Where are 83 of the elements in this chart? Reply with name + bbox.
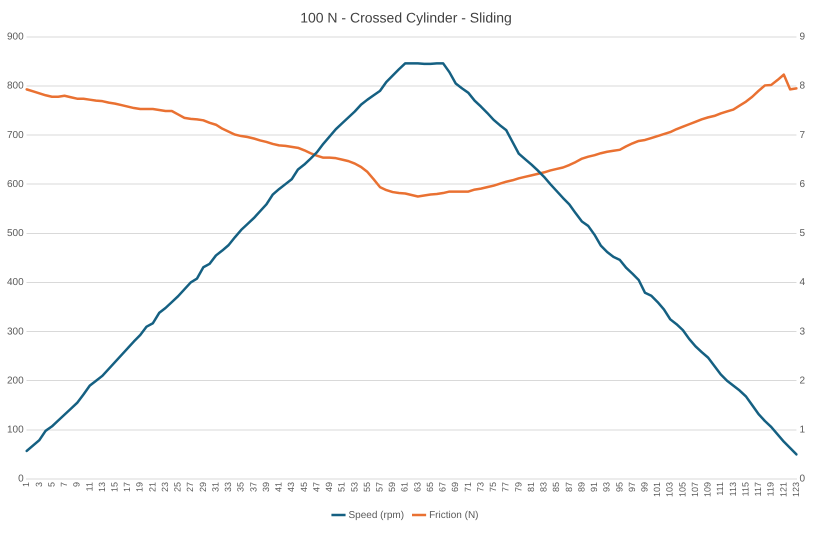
x-tick-label: 97 <box>626 482 637 492</box>
x-tick-label: 107 <box>690 482 700 498</box>
x-tick-label: 121 <box>778 482 788 498</box>
legend-label: Speed (rpm) <box>348 510 404 521</box>
x-tick-label: 63 <box>412 482 422 492</box>
x-tick-label: 17 <box>122 482 132 492</box>
x-tick-label: 65 <box>424 482 435 492</box>
x-tick-label: 9 <box>72 482 82 487</box>
x-tick-label: 105 <box>677 482 688 498</box>
x-tick-label: 101 <box>652 482 662 498</box>
y2-tick-label: 3 <box>799 326 806 338</box>
x-tick-label: 93 <box>602 482 612 492</box>
x-tick-label: 11 <box>84 482 94 492</box>
x-tick-label: 85 <box>551 482 562 492</box>
x-tick-label: 33 <box>223 482 234 492</box>
x-tick-label: 41 <box>274 482 284 492</box>
y-tick-label: 800 <box>6 80 24 92</box>
x-tick-label: 79 <box>513 482 524 492</box>
x-tick-label: 67 <box>438 482 448 492</box>
x-tick-label: 21 <box>147 482 158 492</box>
x-tick-label: 123 <box>790 482 801 498</box>
legend-label: Friction (N) <box>429 510 479 521</box>
x-tick-label: 83 <box>538 482 549 492</box>
x-tick-label: 7 <box>59 482 70 487</box>
x-tick-label: 43 <box>286 482 296 492</box>
x-tick-label: 103 <box>664 482 675 498</box>
x-tick-label: 115 <box>740 482 750 496</box>
y-tick-label: 300 <box>6 326 24 338</box>
x-tick-label: 109 <box>702 482 713 498</box>
chart-title: 100 N - Crossed Cylinder - Sliding <box>300 9 512 26</box>
x-tick-label: 49 <box>324 482 334 492</box>
x-tick-label: 39 <box>260 482 271 492</box>
y2-tick-label: 9 <box>799 32 806 43</box>
x-tick-label: 61 <box>400 482 410 492</box>
x-tick-label: 45 <box>298 482 309 492</box>
x-tick-label: 77 <box>500 482 511 492</box>
x-tick-label: 27 <box>185 482 196 492</box>
x-tick-label: 111 <box>715 482 726 496</box>
x-tick-label: 47 <box>311 482 322 492</box>
x-tick-label: 57 <box>374 482 384 492</box>
x-tick-label: 89 <box>576 482 586 492</box>
x-tick-label: 75 <box>488 482 498 492</box>
x-tick-label: 5 <box>46 482 56 487</box>
x-tick-label: 53 <box>349 482 360 492</box>
y-tick-label: 200 <box>6 375 24 386</box>
x-tick-label: 91 <box>589 482 600 492</box>
x-tick-label: 23 <box>160 482 170 492</box>
x-tick-label: 51 <box>336 482 347 492</box>
x-tick-label: 35 <box>236 482 246 492</box>
y-tick-label: 500 <box>6 228 24 240</box>
x-tick-label: 31 <box>210 482 220 492</box>
x-tick-label: 113 <box>728 482 738 496</box>
x-tick-label: 87 <box>564 482 574 492</box>
x-tick-label: 73 <box>475 482 486 492</box>
y-tick-label: 100 <box>6 424 24 436</box>
x-tick-label: 99 <box>639 482 650 492</box>
x-tick-label: 95 <box>614 482 624 492</box>
y-tick-label: 600 <box>6 178 24 190</box>
x-tick-label: 15 <box>110 482 120 492</box>
x-tick-label: 25 <box>172 482 183 492</box>
x-tick-label: 117 <box>753 482 764 496</box>
x-tick-label: 13 <box>96 482 107 492</box>
x-tick-label: 69 <box>450 482 460 492</box>
x-tick-label: 119 <box>766 482 776 496</box>
x-tick-label: 29 <box>198 482 208 492</box>
x-tick-label: 37 <box>248 482 258 492</box>
y2-tick-label: 1 <box>799 424 806 436</box>
x-tick-label: 3 <box>34 482 44 487</box>
x-tick-label: 71 <box>462 482 473 492</box>
y2-tick-label: 2 <box>799 375 806 386</box>
y-tick-label: 400 <box>6 277 24 288</box>
y2-tick-label: 5 <box>799 228 806 240</box>
x-tick-label: 19 <box>134 482 145 492</box>
y2-tick-label: 8 <box>799 80 806 92</box>
x-tick-label: 59 <box>387 482 398 492</box>
y-tick-label: 700 <box>6 130 24 141</box>
x-tick-label: 81 <box>526 482 536 492</box>
y2-tick-label: 4 <box>799 277 806 288</box>
x-tick-label: 55 <box>362 482 372 492</box>
y-tick-label: 900 <box>6 32 24 43</box>
y2-tick-label: 6 <box>799 178 806 190</box>
y2-tick-label: 0 <box>799 474 806 485</box>
y2-tick-label: 7 <box>799 130 806 141</box>
